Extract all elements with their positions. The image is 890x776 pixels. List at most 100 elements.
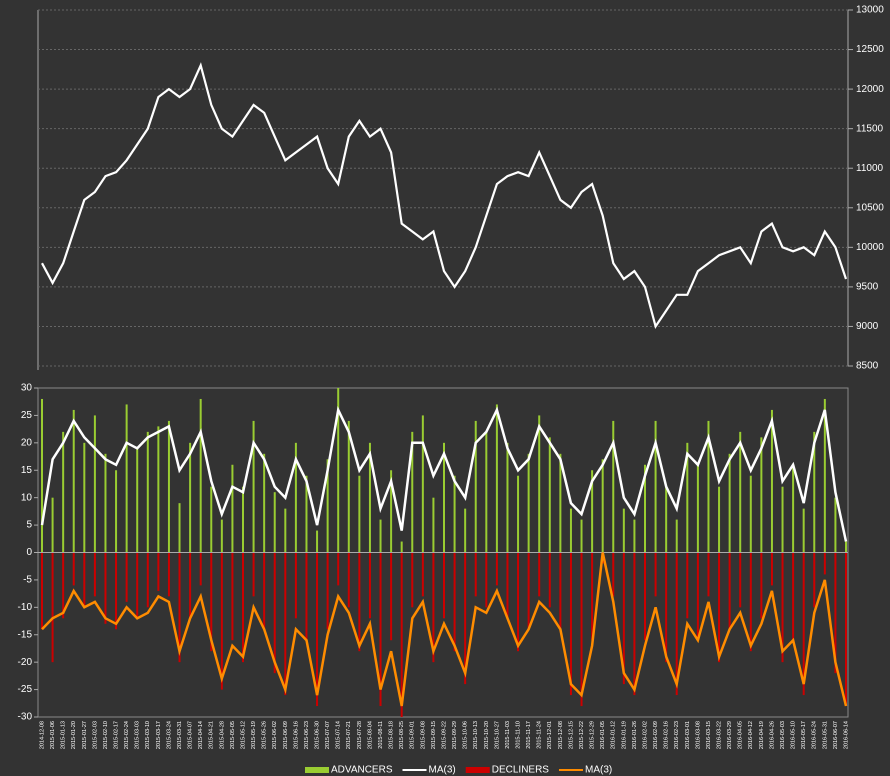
- bar: [421, 415, 424, 553]
- x-tick-label: 2015-09-01: [410, 721, 416, 749]
- bar: [453, 475, 456, 553]
- x-tick-label: 2015-10-20: [484, 721, 490, 749]
- x-tick-label: 2016-03-29: [727, 721, 733, 749]
- x-tick-label: 2015-01-20: [71, 721, 77, 749]
- bar: [665, 486, 668, 553]
- x-tick-label: 2015-04-28: [219, 721, 225, 749]
- ma-line: [41, 552, 848, 707]
- x-tick-label: 2015-04-07: [188, 721, 194, 749]
- bar: [210, 486, 213, 553]
- bar: [845, 541, 847, 553]
- x-tick-label: 2016-05-03: [780, 721, 786, 749]
- x-tick-label: 2016-03-15: [706, 721, 712, 749]
- bar: [781, 552, 784, 663]
- x-tick-label: 2015-03-03: [135, 721, 141, 749]
- bar: [242, 486, 244, 553]
- x-tick-label: 2016-02-16: [664, 721, 670, 749]
- y-tick-label: 30: [21, 383, 33, 394]
- bar: [823, 398, 826, 553]
- x-tick-label: 2015-06-16: [293, 721, 299, 749]
- x-tick-label: 2016-06-07: [833, 721, 839, 749]
- bar: [718, 486, 721, 553]
- bar: [273, 492, 276, 553]
- x-tick-label: 2015-05-12: [240, 721, 246, 749]
- y-tick-label: 15: [21, 465, 33, 476]
- bar: [62, 552, 65, 619]
- bar: [845, 552, 847, 707]
- bar: [474, 420, 477, 553]
- x-tick-label: 2015-12-15: [568, 721, 574, 749]
- bar: [591, 470, 594, 553]
- bar: [62, 431, 65, 553]
- x-tick-label: 2015-07-28: [357, 721, 363, 749]
- y-tick-label: 0: [26, 547, 32, 558]
- x-tick-label: 2016-01-05: [600, 721, 606, 749]
- x-tick-label: 2015-04-14: [198, 721, 204, 749]
- bar: [527, 453, 530, 553]
- x-tick-label: 2015-01-06: [50, 721, 56, 749]
- bar: [115, 552, 118, 630]
- bar: [432, 552, 435, 663]
- x-tick-label: 2016-04-26: [769, 721, 775, 749]
- y-tick-label: 5: [26, 520, 32, 531]
- bar: [675, 519, 678, 553]
- bar: [580, 519, 583, 553]
- bar: [93, 415, 96, 553]
- ma-line: [40, 405, 848, 542]
- bar: [390, 470, 393, 553]
- legend-swatch: [558, 769, 583, 771]
- x-tick-label: 2016-01-19: [621, 721, 627, 749]
- bar: [654, 420, 657, 553]
- bar: [453, 552, 456, 652]
- bar: [41, 552, 43, 630]
- bar: [231, 464, 234, 553]
- x-tick-label: 2015-03-31: [177, 721, 183, 749]
- bar: [792, 464, 795, 553]
- bar: [252, 420, 255, 553]
- x-tick-label: 2015-02-17: [114, 721, 120, 749]
- bar: [157, 426, 160, 553]
- y-tick-label: 10500: [856, 202, 884, 213]
- bar: [538, 415, 541, 553]
- y-tick-label: 12000: [856, 84, 884, 95]
- x-tick-label: 2015-12-08: [558, 721, 564, 749]
- x-tick-label: 2015-06-30: [315, 721, 321, 749]
- bar: [326, 552, 329, 630]
- bar: [506, 442, 509, 553]
- x-tick-label: 2015-01-27: [82, 721, 88, 749]
- bar: [294, 442, 297, 553]
- bar: [569, 552, 572, 696]
- bar: [379, 519, 382, 553]
- y-tick-label: 10000: [856, 242, 884, 253]
- bar: [115, 470, 118, 553]
- bar: [770, 552, 773, 586]
- x-tick-label: 2015-09-22: [441, 721, 447, 749]
- y-tick-label: 11000: [856, 163, 884, 174]
- index-line: [41, 62, 848, 330]
- x-tick-label: 2016-06-14: [843, 721, 849, 749]
- bar: [686, 552, 689, 619]
- bar: [644, 552, 646, 641]
- bar: [527, 552, 530, 630]
- bar: [72, 409, 75, 553]
- x-tick-label: 2015-10-06: [463, 721, 469, 749]
- x-tick-label: 2015-09-15: [431, 721, 437, 749]
- y-tick-label: -5: [23, 575, 32, 586]
- bar: [316, 530, 319, 553]
- x-tick-label: 2015-02-24: [124, 721, 130, 749]
- bar: [146, 552, 149, 608]
- bar: [242, 552, 244, 663]
- bar: [591, 552, 594, 641]
- x-tick-label: 2014-12-08: [39, 721, 45, 749]
- bar: [379, 552, 382, 707]
- bar: [368, 442, 371, 553]
- bar: [739, 431, 742, 553]
- y-tick-label: 11500: [856, 123, 884, 134]
- x-tick-label: 2016-05-17: [801, 721, 807, 749]
- bar: [485, 552, 488, 608]
- bar: [548, 437, 551, 553]
- x-tick-label: 2016-03-08: [695, 721, 701, 749]
- y-tick-label: 25: [21, 410, 33, 421]
- x-tick-label: 2015-12-01: [547, 721, 553, 749]
